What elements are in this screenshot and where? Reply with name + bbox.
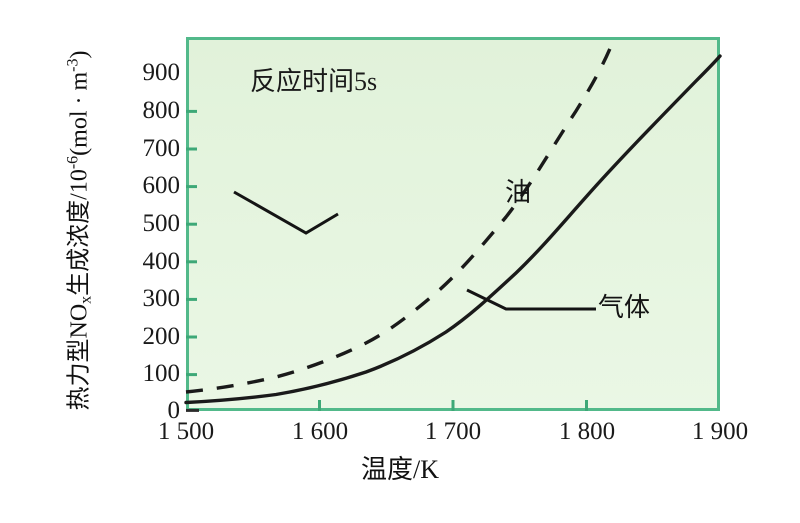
y-tick-label-0: 0 xyxy=(167,397,181,424)
annotation-reaction-time: 反应时间5s xyxy=(250,67,378,96)
y-axis-title-exponent: -6 xyxy=(64,155,82,170)
y-axis-title-unit-close: ) xyxy=(66,50,93,59)
x-tick-label-1900: 1 900 xyxy=(691,418,749,445)
y-axis-ticks xyxy=(186,109,197,377)
y-axis-tick-labels: 0 100 200 300 400 500 600 700 800 900 xyxy=(118,0,181,460)
y-tick-label-800: 800 xyxy=(142,97,181,124)
y-axis-title-mid: 生成浓度/10 xyxy=(66,169,93,296)
series-label-gas: 气体 xyxy=(598,293,651,322)
series-label-oil: 油 xyxy=(505,178,532,207)
plot-area xyxy=(186,37,720,411)
plot-graphics xyxy=(184,38,722,412)
y-tick-label-600: 600 xyxy=(142,172,181,199)
leader-line-oil xyxy=(233,190,339,235)
y-axis-title-prefix: 热力型NO xyxy=(66,303,93,411)
y-axis-title-unit-open: (mol · m xyxy=(66,71,93,156)
x-axis-ticks xyxy=(318,400,588,411)
y-tick-label-400: 400 xyxy=(142,248,181,275)
y-tick-label-200: 200 xyxy=(142,323,181,350)
x-axis-title: 温度/K xyxy=(360,455,439,484)
y-tick-label-100: 100 xyxy=(142,360,181,387)
y-tick-label-300: 300 xyxy=(142,285,181,312)
y-axis-title: 热力型NOx生成浓度/10-6(mol · m-3) xyxy=(60,31,101,431)
curve-oil xyxy=(185,38,616,394)
y-tick-label-700: 700 xyxy=(142,135,181,162)
x-tick-label-1500: 1 500 xyxy=(157,418,215,445)
x-tick-label-1700: 1 700 xyxy=(424,418,482,445)
curve-gas xyxy=(184,54,722,405)
leader-line-gas xyxy=(466,288,596,311)
x-tick-label-1800: 1 800 xyxy=(558,418,616,445)
y-tick-label-900: 900 xyxy=(142,59,181,86)
x-tick-label-1600: 1 600 xyxy=(291,418,349,445)
y-axis-title-unit-exponent: -3 xyxy=(64,58,82,72)
y-tick-label-500: 500 xyxy=(142,210,181,237)
y-axis-title-subscript: x xyxy=(77,295,95,304)
